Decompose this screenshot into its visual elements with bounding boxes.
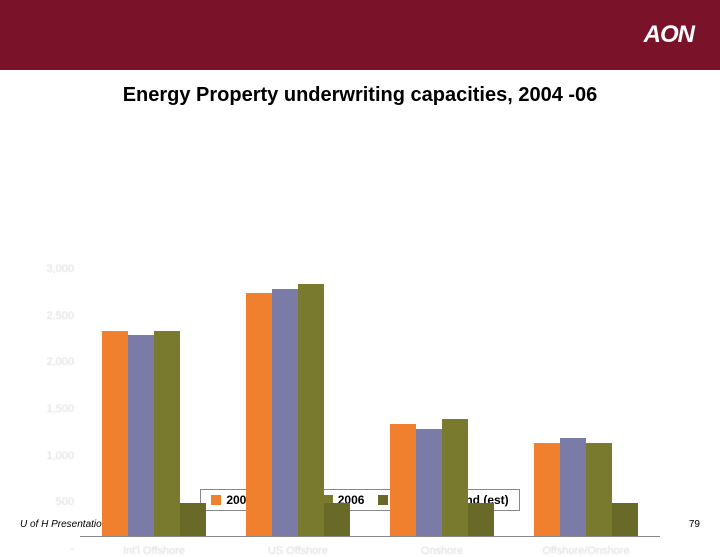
y-tick-label: 3,000 [20, 263, 74, 275]
x-tick-label: Offshore/Onshore [526, 545, 646, 557]
y-tick-label: 500 [20, 496, 74, 508]
bar [612, 503, 638, 536]
y-tick-label: 1,000 [20, 450, 74, 462]
y-tick-label: 2,500 [20, 310, 74, 322]
x-tick-label: Onshore [382, 545, 502, 557]
x-tick-label: Int'l Offshore [94, 545, 214, 557]
bar [272, 289, 298, 536]
bar [154, 331, 180, 536]
bar [128, 335, 154, 536]
chart-area: -5001,0001,5002,0002,5003,000Int'l Offsh… [0, 107, 720, 485]
y-tick-label: 2,000 [20, 356, 74, 368]
bar [390, 424, 416, 536]
page-number: 79 [689, 519, 700, 530]
bar [416, 429, 442, 536]
bar [246, 293, 272, 536]
x-tick-label: US Offshore [238, 545, 358, 557]
y-tick-label: - [20, 543, 74, 555]
bar [324, 503, 350, 536]
bar [534, 443, 560, 536]
bar [560, 438, 586, 536]
bar [102, 331, 128, 536]
plot-area: -5001,0001,5002,0002,5003,000Int'l Offsh… [80, 257, 660, 537]
bar [586, 443, 612, 536]
bar [442, 419, 468, 536]
header-band: AON [0, 0, 720, 70]
bar [468, 503, 494, 536]
aon-logo: AON [644, 21, 694, 49]
bar [180, 503, 206, 536]
bar [298, 284, 324, 536]
y-tick-label: 1,500 [20, 403, 74, 415]
slide-root: AON Energy Property underwriting capacit… [0, 0, 720, 540]
slide-title: Energy Property underwriting capacities,… [0, 84, 720, 107]
